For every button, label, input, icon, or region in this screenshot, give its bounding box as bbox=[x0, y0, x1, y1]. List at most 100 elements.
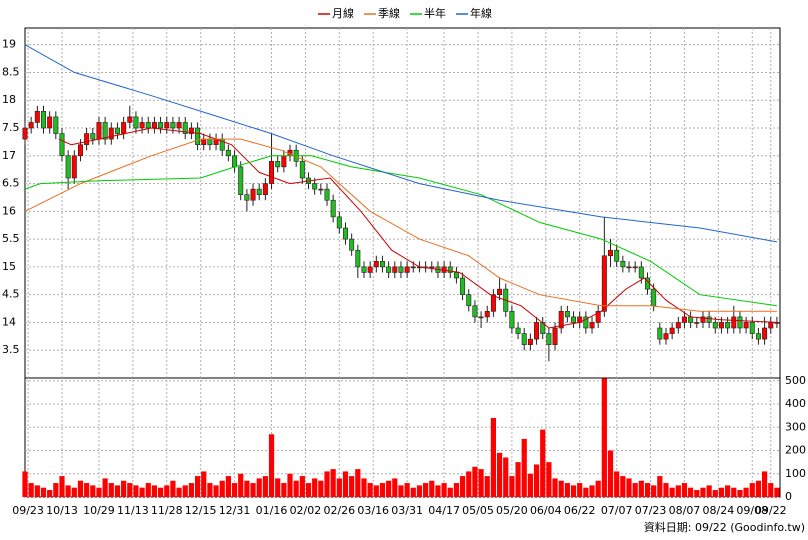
volume-bar bbox=[176, 487, 182, 497]
volume-bar bbox=[355, 469, 361, 497]
volume-bar bbox=[478, 469, 484, 497]
x-tick-label: 07/23 bbox=[635, 504, 667, 517]
footnote: 資料日期: 09/22 (Goodinfo.tw) bbox=[644, 520, 805, 534]
volume-bar bbox=[651, 485, 657, 497]
volume-bar bbox=[330, 469, 336, 497]
volume-bar bbox=[410, 487, 416, 497]
volume-bar bbox=[755, 480, 762, 497]
candle-body bbox=[564, 311, 570, 318]
candle-body bbox=[275, 161, 281, 168]
volume-bar bbox=[268, 434, 275, 497]
x-tick-label: 06/04 bbox=[530, 504, 562, 517]
y-tick-label: 19 bbox=[2, 38, 16, 51]
volume-bar bbox=[657, 476, 663, 497]
volume-bar bbox=[404, 483, 410, 497]
volume-bar bbox=[416, 485, 423, 497]
volume-bar bbox=[256, 478, 262, 497]
y-tick-label: 18 bbox=[2, 93, 16, 106]
price-panel bbox=[24, 27, 781, 379]
volume-bar bbox=[238, 473, 244, 497]
volume-bar bbox=[170, 480, 176, 497]
y2-tick-label: 200 bbox=[785, 444, 806, 457]
candle-body bbox=[490, 294, 496, 312]
volume-bar bbox=[558, 480, 564, 497]
volume-bar bbox=[731, 487, 737, 497]
volume-bar bbox=[681, 483, 688, 497]
candle-body bbox=[571, 316, 577, 323]
x-tick-label: 09/22 bbox=[755, 504, 787, 517]
candle-body bbox=[651, 288, 657, 307]
candle-body bbox=[681, 316, 687, 323]
volume-bar bbox=[675, 485, 681, 497]
volume-bar bbox=[583, 487, 589, 497]
x-tick-label: 02/26 bbox=[323, 504, 355, 517]
candle-body bbox=[410, 266, 416, 269]
volume-bar bbox=[47, 490, 53, 497]
volume-bar bbox=[164, 485, 170, 497]
volume-bar bbox=[521, 438, 527, 497]
candle-body bbox=[601, 255, 607, 312]
y-tick-label: 3.5 bbox=[2, 343, 20, 356]
volume-bar bbox=[533, 464, 540, 497]
candle-body bbox=[164, 122, 170, 129]
volume-bar bbox=[324, 471, 330, 497]
volume-bar bbox=[367, 483, 373, 497]
candle-body bbox=[182, 122, 188, 134]
candle-body bbox=[718, 322, 724, 329]
candle-body bbox=[484, 311, 490, 318]
volume-bar bbox=[84, 483, 90, 497]
volume-bar bbox=[614, 471, 620, 497]
volume-bar bbox=[305, 483, 312, 497]
candle-body bbox=[743, 322, 749, 329]
candle-body bbox=[102, 122, 108, 140]
candle-body bbox=[355, 249, 361, 268]
candle-body bbox=[188, 127, 194, 134]
volume-bar bbox=[768, 483, 774, 497]
volume-bar bbox=[570, 485, 577, 497]
volume-bar bbox=[527, 473, 533, 497]
candle-body bbox=[595, 311, 601, 323]
candle-body bbox=[133, 116, 139, 129]
x-tick-label: 11/13 bbox=[117, 504, 149, 517]
y-tick-label: 8.5 bbox=[2, 65, 20, 78]
candle-body bbox=[379, 261, 385, 268]
volume-bar bbox=[342, 471, 349, 497]
y-tick-label: 5.5 bbox=[2, 232, 20, 245]
volume-bar bbox=[626, 478, 632, 497]
volume-bar bbox=[207, 483, 213, 497]
legend-label: 季線 bbox=[378, 6, 400, 20]
x-tick-label: 03/16 bbox=[357, 504, 389, 517]
candle-body bbox=[151, 122, 157, 129]
candle-body bbox=[755, 333, 761, 340]
volume-bar bbox=[490, 417, 497, 497]
candle-body bbox=[318, 188, 324, 191]
volume-bar bbox=[644, 483, 651, 497]
candle-body bbox=[706, 316, 712, 323]
volume-bar bbox=[373, 485, 379, 497]
volume-bar bbox=[669, 487, 675, 497]
candle-body bbox=[663, 333, 669, 340]
volume-bar bbox=[114, 485, 121, 497]
volume-bar bbox=[250, 483, 256, 497]
volume-bar bbox=[108, 483, 114, 497]
candle-body bbox=[466, 294, 472, 307]
candle-body bbox=[509, 311, 515, 329]
volume-bar bbox=[379, 483, 386, 497]
volume-bar bbox=[601, 378, 607, 497]
x-tick-label: 02/02 bbox=[290, 504, 322, 517]
candle-body bbox=[77, 144, 83, 157]
legend-label: 年線 bbox=[470, 6, 492, 20]
candle-body bbox=[527, 338, 533, 345]
y-tick-label: 4.5 bbox=[2, 288, 20, 301]
x-tick-label: 12/15 bbox=[185, 504, 217, 517]
volume-bar bbox=[459, 476, 466, 497]
volume-bar bbox=[552, 478, 558, 497]
ma-line bbox=[24, 138, 777, 312]
candle-body bbox=[608, 249, 614, 257]
candle-body bbox=[232, 155, 238, 168]
volume-bar bbox=[398, 485, 404, 497]
candle-body bbox=[534, 322, 540, 340]
volume-bar bbox=[441, 483, 447, 497]
volume-bar bbox=[139, 487, 145, 497]
volume-bar bbox=[293, 480, 299, 497]
